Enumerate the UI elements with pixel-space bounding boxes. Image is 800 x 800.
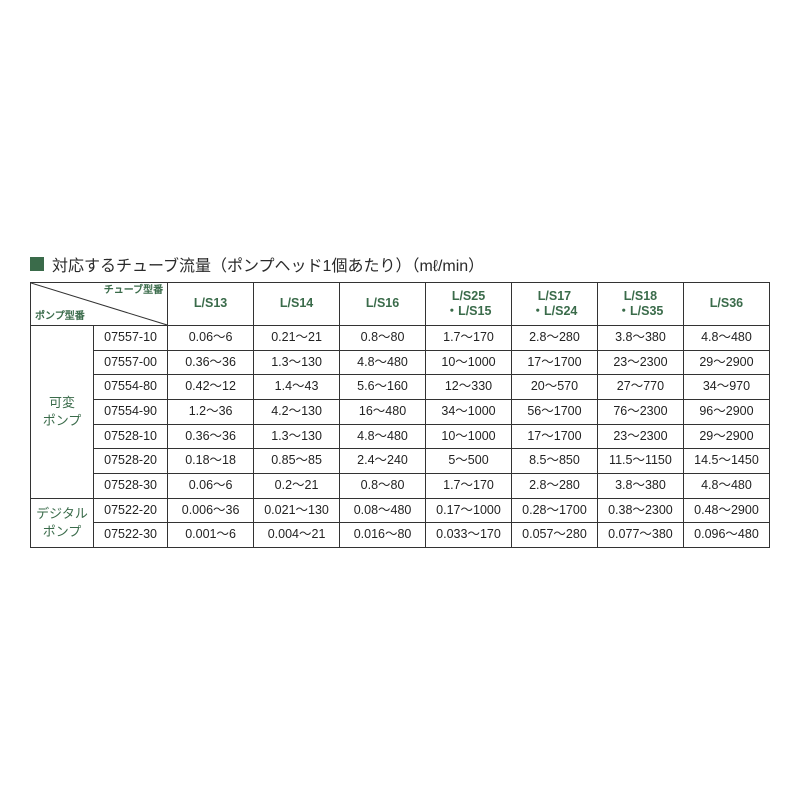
col-header: L/S18・L/S35	[597, 283, 683, 326]
data-cell: 0.85～85	[254, 449, 340, 474]
col-header: L/S17・L/S24	[511, 283, 597, 326]
data-cell: 0.36～36	[168, 424, 254, 449]
data-cell: 17～1700	[511, 350, 597, 375]
data-cell: 4.8～480	[340, 350, 426, 375]
data-cell: 0.17～1000	[426, 498, 512, 523]
data-cell: 17～1700	[511, 424, 597, 449]
table-row: 07522-300.001～60.004～210.016～800.033～170…	[31, 523, 770, 548]
model-cell: 07557-00	[94, 350, 168, 375]
data-cell: 8.5～850	[511, 449, 597, 474]
data-cell: 0.8～80	[340, 473, 426, 498]
data-cell: 23～2300	[597, 350, 683, 375]
data-cell: 27～770	[597, 375, 683, 400]
data-cell: 0.28～1700	[511, 498, 597, 523]
data-cell: 0.38～2300	[597, 498, 683, 523]
data-cell: 34～970	[683, 375, 769, 400]
table-row: 07528-200.18～180.85～852.4～2405～5008.5～85…	[31, 449, 770, 474]
data-cell: 5～500	[426, 449, 512, 474]
table-row: 07557-000.36～361.3～1304.8～48010～100017～1…	[31, 350, 770, 375]
diag-top-label: チューブ型番	[104, 285, 163, 298]
model-cell: 07522-20	[94, 498, 168, 523]
category-cell: デジタルポンプ	[31, 498, 94, 547]
data-cell: 56～1700	[511, 400, 597, 425]
data-cell: 1.7～170	[426, 473, 512, 498]
data-cell: 11.5～1150	[597, 449, 683, 474]
model-cell: 07528-30	[94, 473, 168, 498]
col-header: L/S13	[168, 283, 254, 326]
table-row: 可変ポンプ07557-100.06～60.21～210.8～801.7～1702…	[31, 326, 770, 351]
data-cell: 2.8～280	[511, 326, 597, 351]
data-cell: 0.016～80	[340, 523, 426, 548]
data-cell: 0.096～480	[683, 523, 769, 548]
model-cell: 07554-80	[94, 375, 168, 400]
data-cell: 0.2～21	[254, 473, 340, 498]
data-cell: 23～2300	[597, 424, 683, 449]
data-cell: 16～480	[340, 400, 426, 425]
data-cell: 4.8～480	[683, 473, 769, 498]
diagonal-header: チューブ型番 ポンプ型番	[31, 283, 168, 326]
data-cell: 0.08～480	[340, 498, 426, 523]
model-cell: 07522-30	[94, 523, 168, 548]
data-cell: 10～1000	[426, 424, 512, 449]
table-row: デジタルポンプ07522-200.006～360.021～1300.08～480…	[31, 498, 770, 523]
data-cell: 10～1000	[426, 350, 512, 375]
data-cell: 3.8～380	[597, 473, 683, 498]
data-cell: 3.8～380	[597, 326, 683, 351]
col-header: L/S16	[340, 283, 426, 326]
data-cell: 0.8～80	[340, 326, 426, 351]
data-cell: 0.001～6	[168, 523, 254, 548]
table-row: 07554-901.2～364.2～13016～48034～100056～170…	[31, 400, 770, 425]
data-cell: 0.057～280	[511, 523, 597, 548]
data-cell: 1.7～170	[426, 326, 512, 351]
data-cell: 0.033～170	[426, 523, 512, 548]
flow-rate-table: チューブ型番 ポンプ型番 L/S13 L/S14 L/S16 L/S25・L/S…	[30, 282, 770, 548]
data-cell: 0.21～21	[254, 326, 340, 351]
data-cell: 76～2300	[597, 400, 683, 425]
data-cell: 0.36～36	[168, 350, 254, 375]
model-cell: 07528-10	[94, 424, 168, 449]
data-cell: 0.48～2900	[683, 498, 769, 523]
data-cell: 0.06～6	[168, 473, 254, 498]
col-header: L/S14	[254, 283, 340, 326]
model-cell: 07528-20	[94, 449, 168, 474]
data-cell: 0.18～18	[168, 449, 254, 474]
table-row: 07528-300.06～60.2～210.8～801.7～1702.8～280…	[31, 473, 770, 498]
col-header: L/S36	[683, 283, 769, 326]
title-square-icon	[30, 257, 44, 271]
data-cell: 5.6～160	[340, 375, 426, 400]
model-cell: 07557-10	[94, 326, 168, 351]
data-cell: 4.8～480	[340, 424, 426, 449]
data-cell: 12～330	[426, 375, 512, 400]
data-cell: 1.4～43	[254, 375, 340, 400]
diag-bot-label: ポンプ型番	[35, 311, 85, 324]
data-cell: 34～1000	[426, 400, 512, 425]
data-cell: 0.021～130	[254, 498, 340, 523]
data-cell: 20～570	[511, 375, 597, 400]
category-cell: 可変ポンプ	[31, 326, 94, 498]
data-cell: 29～2900	[683, 350, 769, 375]
data-cell: 96～2900	[683, 400, 769, 425]
data-cell: 29～2900	[683, 424, 769, 449]
title-row: 対応するチューブ流量（ポンプヘッド1個あたり）（mℓ/min）	[30, 252, 770, 276]
data-cell: 2.4～240	[340, 449, 426, 474]
data-cell: 4.8～480	[683, 326, 769, 351]
data-cell: 2.8～280	[511, 473, 597, 498]
data-cell: 14.5～1450	[683, 449, 769, 474]
table-row: 07554-800.42～121.4～435.6～16012～33020～570…	[31, 375, 770, 400]
data-cell: 0.06～6	[168, 326, 254, 351]
data-cell: 0.006～36	[168, 498, 254, 523]
data-cell: 0.077～380	[597, 523, 683, 548]
header-row: チューブ型番 ポンプ型番 L/S13 L/S14 L/S16 L/S25・L/S…	[31, 283, 770, 326]
data-cell: 1.3～130	[254, 350, 340, 375]
data-cell: 0.42～12	[168, 375, 254, 400]
data-cell: 1.2～36	[168, 400, 254, 425]
table-title: 対応するチューブ流量（ポンプヘッド1個あたり）（mℓ/min）	[52, 252, 484, 276]
table-row: 07528-100.36～361.3～1304.8～48010～100017～1…	[31, 424, 770, 449]
data-cell: 1.3～130	[254, 424, 340, 449]
data-cell: 0.004～21	[254, 523, 340, 548]
model-cell: 07554-90	[94, 400, 168, 425]
data-cell: 4.2～130	[254, 400, 340, 425]
col-header: L/S25・L/S15	[426, 283, 512, 326]
